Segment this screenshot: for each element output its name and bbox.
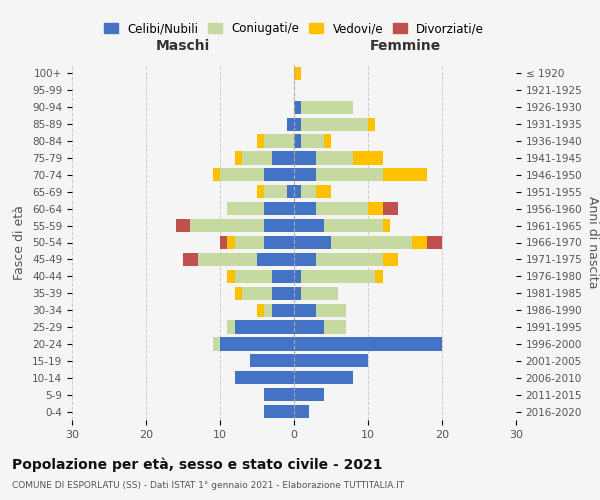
Bar — [294, 152, 316, 164]
Bar — [294, 168, 316, 181]
Bar — [272, 152, 294, 164]
Bar — [294, 100, 301, 114]
Bar — [294, 134, 301, 147]
Bar — [383, 168, 427, 181]
Bar — [235, 236, 265, 249]
Bar — [353, 152, 383, 164]
Bar — [227, 236, 235, 249]
Bar — [294, 304, 316, 316]
Bar — [235, 371, 294, 384]
Bar — [272, 270, 294, 283]
Y-axis label: Fasce di età: Fasce di età — [13, 205, 26, 280]
Bar — [323, 219, 383, 232]
Bar — [265, 304, 272, 316]
Bar — [265, 219, 294, 232]
Bar — [250, 354, 294, 368]
Bar — [198, 253, 257, 266]
Bar — [227, 320, 235, 334]
Bar — [287, 185, 294, 198]
Bar — [376, 270, 383, 283]
Bar — [257, 304, 265, 316]
Bar — [220, 236, 227, 249]
Bar — [316, 304, 346, 316]
Bar — [316, 202, 368, 215]
Bar — [301, 100, 353, 114]
Bar — [294, 219, 323, 232]
Bar — [257, 134, 265, 147]
Bar — [412, 236, 427, 249]
Bar — [301, 134, 323, 147]
Bar — [235, 320, 294, 334]
Bar — [294, 185, 301, 198]
Bar — [294, 236, 331, 249]
Bar — [227, 270, 235, 283]
Bar — [316, 253, 383, 266]
Bar — [383, 202, 398, 215]
Bar — [294, 202, 316, 215]
Bar — [294, 270, 301, 283]
Bar — [235, 270, 272, 283]
Bar — [294, 371, 353, 384]
Y-axis label: Anni di nascita: Anni di nascita — [586, 196, 599, 289]
Bar — [272, 304, 294, 316]
Bar — [383, 219, 390, 232]
Text: Femmine: Femmine — [370, 39, 440, 53]
Bar — [294, 388, 323, 401]
Bar — [368, 118, 376, 131]
Bar — [316, 168, 383, 181]
Bar — [294, 67, 301, 80]
Bar — [294, 118, 301, 131]
Bar — [265, 185, 287, 198]
Bar — [294, 286, 301, 300]
Bar — [257, 185, 265, 198]
Bar — [265, 405, 294, 418]
Bar — [294, 338, 442, 350]
Bar — [301, 286, 338, 300]
Bar — [287, 118, 294, 131]
Text: Maschi: Maschi — [156, 39, 210, 53]
Bar — [265, 202, 294, 215]
Bar — [265, 134, 294, 147]
Bar — [176, 219, 190, 232]
Bar — [383, 253, 398, 266]
Bar — [183, 253, 198, 266]
Bar — [427, 236, 442, 249]
Bar — [316, 152, 353, 164]
Bar — [235, 152, 242, 164]
Bar — [301, 270, 376, 283]
Bar — [212, 338, 220, 350]
Bar — [294, 253, 316, 266]
Bar — [190, 219, 265, 232]
Bar — [301, 185, 316, 198]
Bar — [294, 320, 323, 334]
Legend: Celibi/Nubili, Coniugati/e, Vedovi/e, Divorziati/e: Celibi/Nubili, Coniugati/e, Vedovi/e, Di… — [99, 18, 489, 40]
Bar — [265, 388, 294, 401]
Bar — [301, 118, 368, 131]
Text: COMUNE DI ESPORLATU (SS) - Dati ISTAT 1° gennaio 2021 - Elaborazione TUTTITALIA.: COMUNE DI ESPORLATU (SS) - Dati ISTAT 1°… — [12, 481, 404, 490]
Bar — [294, 405, 309, 418]
Bar — [323, 134, 331, 147]
Bar — [220, 168, 265, 181]
Bar — [265, 236, 294, 249]
Bar — [368, 202, 383, 215]
Text: Popolazione per età, sesso e stato civile - 2021: Popolazione per età, sesso e stato civil… — [12, 458, 383, 472]
Bar — [257, 253, 294, 266]
Bar — [316, 185, 331, 198]
Bar — [294, 354, 368, 368]
Bar — [212, 168, 220, 181]
Bar — [227, 202, 265, 215]
Bar — [242, 152, 272, 164]
Bar — [265, 168, 294, 181]
Bar — [331, 236, 412, 249]
Bar — [235, 286, 242, 300]
Bar — [242, 286, 272, 300]
Bar — [220, 338, 294, 350]
Bar — [272, 286, 294, 300]
Bar — [323, 320, 346, 334]
